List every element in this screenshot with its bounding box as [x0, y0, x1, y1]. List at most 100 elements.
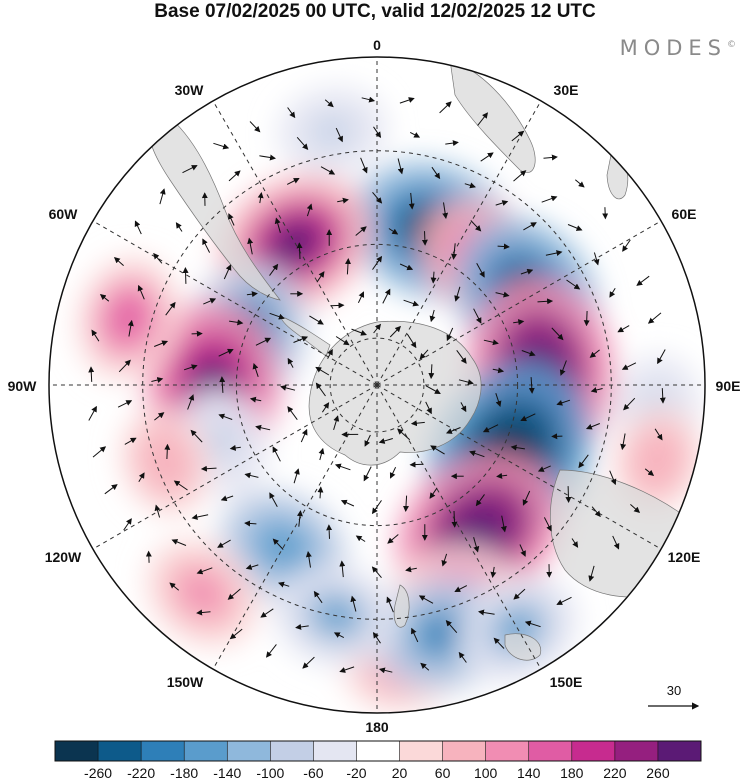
wind-vector-152 — [278, 581, 290, 588]
wind-vector-218 — [622, 239, 631, 252]
lon-label-90e: 90E — [716, 378, 741, 394]
wind-vector-76 — [510, 444, 525, 451]
wind-vector-61 — [252, 362, 259, 377]
wind-vector-4 — [428, 364, 435, 380]
wind-vector-240 — [145, 550, 152, 563]
colorbar-swatch-3 — [184, 741, 228, 761]
wind-vector-165 — [257, 192, 264, 204]
wind-vector-221 — [657, 349, 666, 365]
colorbar-swatch-14 — [657, 741, 702, 761]
colorbar-swatch-10 — [485, 741, 530, 761]
wind-vector-226 — [612, 535, 620, 550]
wind-vector-253 — [249, 121, 261, 133]
lon-label-30e: 30E — [554, 82, 579, 98]
wind-vector-49 — [482, 424, 499, 433]
wind-vector-183 — [591, 506, 601, 518]
wind-vector-234 — [339, 666, 355, 673]
wind-vector-40 — [357, 291, 365, 304]
wind-vector-35 — [280, 384, 296, 391]
wind-vector-3 — [419, 349, 429, 360]
wind-vector-160 — [154, 340, 169, 347]
wind-vector-97 — [372, 191, 383, 204]
wind-vector-211 — [399, 97, 415, 104]
wind-vector-203 — [137, 284, 145, 300]
meridian-300 — [92, 220, 378, 386]
colorbar-label-10: 140 — [517, 765, 541, 781]
wind-vector-189 — [411, 627, 419, 643]
wind-vector-200 — [117, 400, 133, 408]
wind-vector-116 — [305, 551, 312, 568]
wind-vector-159 — [151, 377, 164, 383]
wind-vector-156 — [173, 480, 188, 491]
wind-vector-213 — [477, 112, 489, 126]
colorbar-swatch-6 — [313, 741, 357, 761]
wind-vector-14 — [315, 382, 326, 397]
wind-vector-208 — [259, 154, 276, 161]
wind-vector-143 — [565, 486, 572, 503]
wind-vector-92 — [246, 291, 258, 298]
wind-vector-54 — [371, 500, 382, 515]
wind-vector-90 — [218, 348, 234, 357]
anomaly-blob-14-2 — [149, 442, 182, 482]
wind-vector-108 — [537, 465, 551, 472]
wind-vector-194 — [227, 588, 241, 600]
wind-vector-153 — [245, 564, 259, 570]
wind-vector-132 — [431, 166, 441, 180]
wind-vector-182 — [609, 470, 617, 486]
wind-vector-154 — [217, 539, 231, 548]
wind-vector-24 — [458, 379, 474, 386]
wind-vector-112 — [441, 553, 448, 567]
wind-vector-127 — [247, 237, 254, 255]
wind-vector-170 — [409, 131, 421, 138]
wind-vector-16 — [327, 348, 333, 359]
wind-vector-82 — [355, 535, 366, 542]
wind-vector-89 — [219, 376, 226, 393]
wind-vector-223 — [654, 428, 663, 441]
wind-vector-77 — [496, 472, 508, 479]
wind-vector-149 — [386, 596, 394, 613]
lon-label-0: 0 — [373, 37, 381, 53]
meridian-150 — [376, 384, 542, 670]
wind-vector-29 — [389, 466, 397, 479]
wind-vector-238 — [196, 609, 211, 616]
wind-vector-190 — [372, 631, 381, 644]
wind-vector-13 — [321, 402, 330, 413]
wind-vector-209 — [296, 136, 309, 150]
wind-vector-33 — [300, 428, 308, 443]
wind-vector-155 — [191, 514, 209, 520]
wind-vector-244 — [88, 405, 97, 421]
wind-vector-115 — [339, 560, 346, 578]
wind-vector-59 — [255, 424, 271, 431]
lon-label-120e: 120E — [668, 549, 701, 565]
wind-vector-138 — [583, 310, 590, 327]
wind-vector-42 — [399, 263, 414, 271]
wind-vector-94 — [296, 242, 303, 260]
colorbar-label-6: -20 — [346, 765, 366, 781]
brand-mark: © — [727, 40, 736, 50]
colorbar-swatch-8 — [399, 741, 443, 761]
wind-vector-98 — [408, 192, 415, 210]
wind-vector-52 — [429, 487, 438, 499]
wind-vector-131 — [397, 158, 404, 175]
wind-vector-17 — [335, 336, 350, 346]
wind-vector-96 — [355, 226, 367, 236]
wind-vector-36 — [287, 357, 294, 368]
wind-vector-231 — [458, 651, 467, 663]
wind-vector-85 — [269, 492, 278, 508]
wind-vector-105 — [559, 360, 567, 376]
wind-vector-7 — [410, 420, 425, 427]
wind-vector-81 — [387, 534, 399, 544]
meridian-60 — [376, 220, 662, 386]
wind-vector-120 — [200, 465, 217, 472]
wind-vector-215 — [543, 154, 558, 161]
wind-vector-75 — [520, 413, 536, 422]
new-zealand-land — [393, 584, 410, 628]
wind-vector-122 — [187, 394, 195, 410]
wind-vector-174 — [541, 195, 558, 203]
wind-vector-150 — [350, 595, 357, 612]
wind-vector-181 — [620, 433, 627, 451]
wind-vector-179 — [621, 362, 637, 370]
wind-vector-232 — [420, 662, 430, 671]
wind-vector-121 — [190, 429, 203, 443]
